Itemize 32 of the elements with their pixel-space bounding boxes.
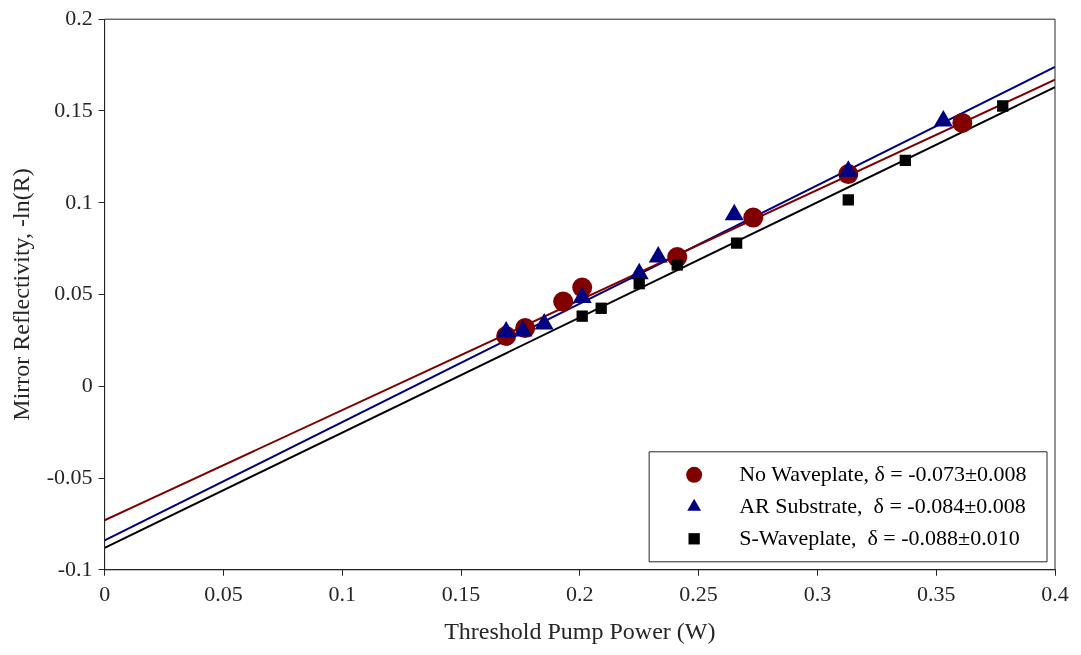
point xyxy=(899,154,911,166)
point xyxy=(671,259,683,271)
point xyxy=(730,237,743,249)
x-tick-label: 0.2 xyxy=(566,580,594,606)
point xyxy=(633,278,645,290)
legend-label: No Waveplate, δ = -0.073±0.008 xyxy=(739,460,1027,486)
x-tick-label: 0.3 xyxy=(803,580,832,606)
point xyxy=(595,302,607,314)
point xyxy=(997,100,1009,112)
y-tick-label: -0.05 xyxy=(46,463,93,489)
point xyxy=(842,194,854,206)
y-tick-label: 0 xyxy=(81,372,93,398)
y-tick-label: 0.05 xyxy=(54,280,93,306)
y-tick-label: -0.1 xyxy=(57,555,93,581)
legend-label: S-Waveplate, δ = -0.088±0.010 xyxy=(739,524,1020,550)
x-tick-label: 0.4 xyxy=(1041,580,1069,606)
point xyxy=(553,291,574,312)
legend-label: AR Substrate, δ = -0.084±0.008 xyxy=(739,492,1026,518)
x-tick-label: 0.05 xyxy=(204,580,243,606)
x-tick-label: 0.1 xyxy=(328,580,356,606)
point xyxy=(576,310,588,322)
x-tick-label: 0 xyxy=(99,580,111,606)
y-axis-title: Mirror Reflectivity, -ln(R) xyxy=(7,168,34,421)
y-tick-label: 0.15 xyxy=(54,96,93,122)
y-tick-label: 0.1 xyxy=(65,188,93,214)
x-axis-title: Threshold Pump Power (W) xyxy=(444,617,716,644)
x-tick-label: 0.25 xyxy=(679,580,718,606)
point xyxy=(952,112,973,133)
y-tick-label: 0.2 xyxy=(65,4,93,30)
point xyxy=(743,207,764,228)
x-tick-label: 0.35 xyxy=(916,580,956,606)
x-tick-label: 0.15 xyxy=(441,580,481,606)
